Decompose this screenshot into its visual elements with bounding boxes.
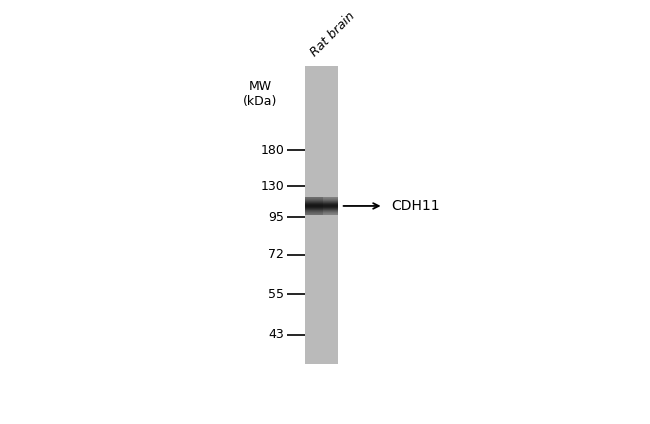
Bar bbox=[306, 66, 338, 364]
Text: CDH11: CDH11 bbox=[391, 199, 439, 213]
Text: 43: 43 bbox=[268, 329, 284, 341]
Text: MW
(kDa): MW (kDa) bbox=[243, 80, 278, 108]
Text: 130: 130 bbox=[261, 180, 284, 193]
Text: 95: 95 bbox=[268, 211, 284, 224]
Text: 72: 72 bbox=[268, 248, 284, 262]
Text: Rat brain: Rat brain bbox=[308, 9, 358, 59]
Text: 55: 55 bbox=[268, 287, 284, 301]
Text: 180: 180 bbox=[261, 144, 284, 157]
